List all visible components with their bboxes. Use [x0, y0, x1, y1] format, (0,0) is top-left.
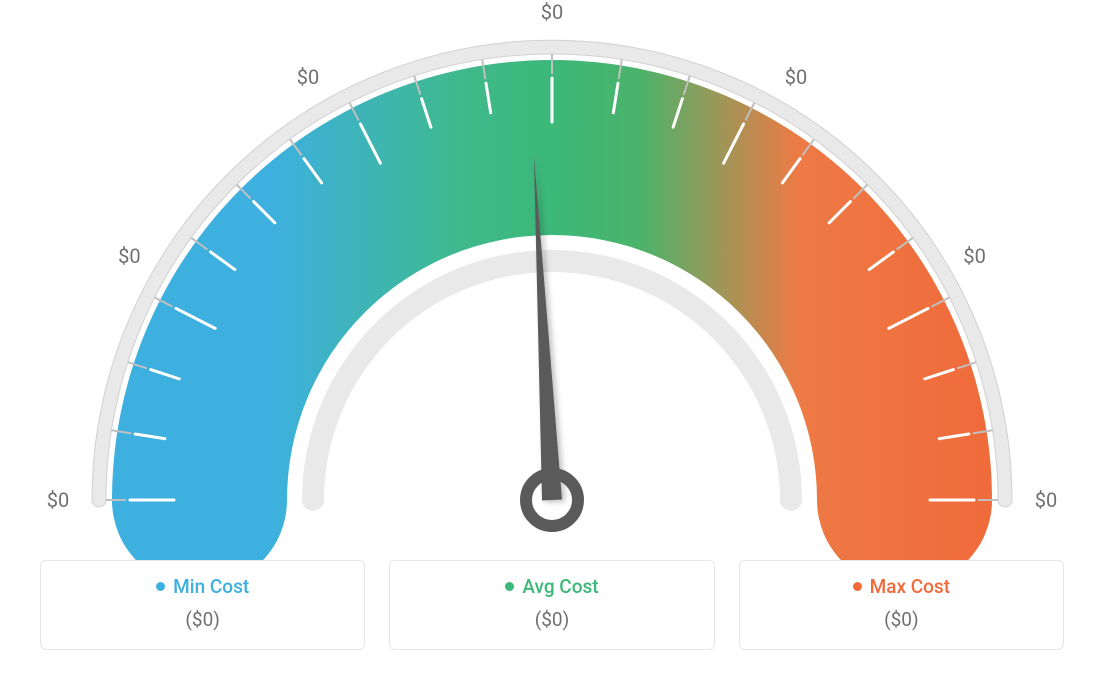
- gauge-axis-label: $0: [47, 488, 69, 512]
- legend-min-title: Min Cost: [59, 575, 346, 598]
- legend-avg-value: ($0): [408, 608, 695, 631]
- gauge-axis-label: $0: [1035, 488, 1057, 512]
- legend-avg: Avg Cost ($0): [389, 560, 714, 650]
- legend-min-label: Min Cost: [173, 575, 249, 598]
- legend-dot-min: [156, 582, 165, 591]
- legend-min: Min Cost ($0): [40, 560, 365, 650]
- legend-row: Min Cost ($0) Avg Cost ($0) Max Cost ($0…: [0, 560, 1104, 650]
- legend-max-label: Max Cost: [870, 575, 950, 598]
- legend-dot-avg: [505, 582, 514, 591]
- gauge-chart: $0 $0 $0 $0 $0 $0 $0: [0, 0, 1104, 560]
- legend-avg-label: Avg Cost: [522, 575, 598, 598]
- gauge-axis-label: $0: [118, 244, 140, 268]
- legend-dot-max: [853, 582, 862, 591]
- gauge-axis-label: $0: [785, 65, 807, 89]
- gauge-svg: [0, 0, 1104, 560]
- legend-avg-title: Avg Cost: [408, 575, 695, 598]
- legend-max-value: ($0): [758, 608, 1045, 631]
- legend-max: Max Cost ($0): [739, 560, 1064, 650]
- legend-min-value: ($0): [59, 608, 346, 631]
- gauge-axis-label: $0: [963, 244, 985, 268]
- gauge-axis-label: $0: [297, 65, 319, 89]
- gauge-axis-label: $0: [541, 0, 563, 24]
- legend-max-title: Max Cost: [758, 575, 1045, 598]
